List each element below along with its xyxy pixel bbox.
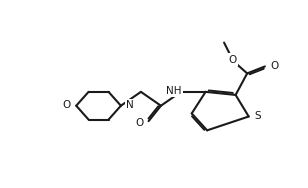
Text: O: O [135, 118, 143, 128]
Text: O: O [270, 61, 278, 71]
Text: NH: NH [166, 86, 182, 96]
Text: N: N [126, 100, 134, 110]
Text: O: O [63, 100, 71, 110]
Text: O: O [229, 55, 237, 64]
Text: S: S [255, 111, 261, 121]
